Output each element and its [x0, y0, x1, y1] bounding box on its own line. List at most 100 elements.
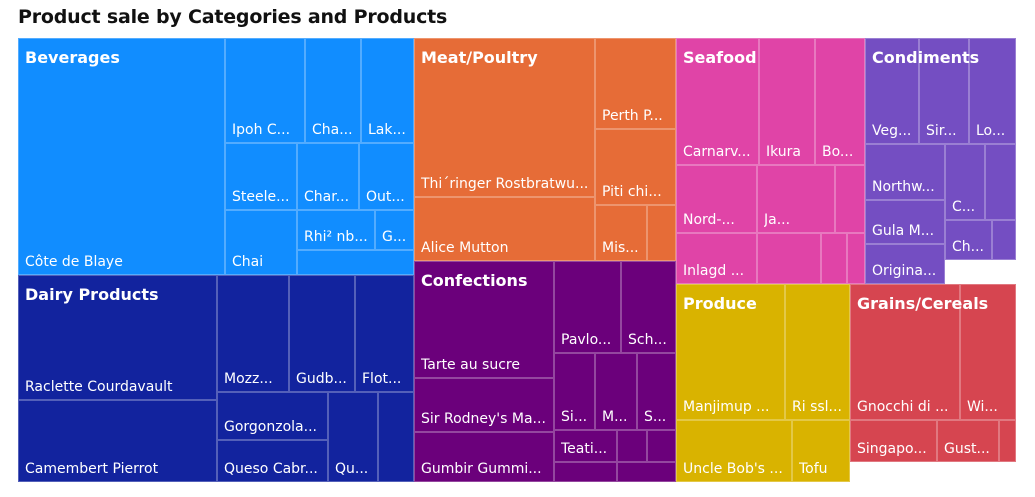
treemap-cell-label: Gust...	[944, 441, 990, 457]
treemap-cell-label: Gnocchi di ...	[857, 399, 949, 415]
treemap-cell-seafood[interactable]: Inlagd ...	[676, 233, 757, 284]
treemap-cell-dairy-products[interactable]: Flot...	[355, 275, 414, 392]
treemap-cell-confections[interactable]: Si...	[554, 353, 595, 430]
treemap-cell-condiments[interactable]: C...	[945, 144, 985, 220]
treemap-cell-label: Ri ssl...	[792, 399, 842, 415]
treemap-cell-condiments[interactable]: Lo...	[969, 38, 1016, 144]
treemap-cell-dairy-products[interactable]: Mozz...	[217, 275, 289, 392]
treemap-cell-meat-poultry[interactable]	[647, 205, 676, 261]
treemap-cell-seafood[interactable]	[821, 233, 847, 284]
treemap-cell-beverages[interactable]	[297, 250, 414, 275]
treemap-cell-beverages[interactable]: G...	[375, 210, 414, 250]
treemap-cell-grains-cereals[interactable]: Wi...	[960, 284, 1016, 420]
treemap-cell-seafood[interactable]: Nord-...	[676, 165, 757, 233]
treemap-cell-label: Tarte au sucre	[421, 357, 520, 373]
treemap-cell-dairy-products[interactable]: Gorgonzola...	[217, 392, 328, 440]
treemap-cell-label: Sir...	[926, 123, 957, 139]
treemap-cell-meat-poultry[interactable]: Perth P...	[595, 38, 676, 129]
treemap-cell-label: Piti chi...	[602, 184, 662, 200]
treemap-cell-meat-poultry[interactable]: Piti chi...	[595, 129, 676, 205]
treemap-cell-label: Inlagd ...	[683, 263, 745, 279]
treemap-cell-label: Sir Rodney's Ma...	[421, 411, 546, 427]
treemap-cell-dairy-products[interactable]: Camembert Pierrot	[18, 400, 217, 482]
treemap-cell-seafood[interactable]	[847, 233, 865, 284]
treemap-cell-confections[interactable]	[617, 462, 676, 482]
treemap-cell-label: Queso Cabr...	[224, 461, 318, 477]
treemap-cell-confections[interactable]	[647, 430, 676, 462]
treemap-cell-meat-poultry[interactable]: Thi´ringer Rostbratwu...	[414, 38, 595, 197]
treemap-cell-meat-poultry[interactable]: Alice Mutton	[414, 197, 595, 261]
treemap-cell-confections[interactable]: Pavlo...	[554, 261, 621, 353]
treemap-cell-label: Ikura	[766, 144, 802, 160]
treemap-cell-produce[interactable]: Ri ssl...	[785, 284, 850, 420]
treemap-cell-label: C...	[952, 199, 976, 215]
treemap-cell-condiments[interactable]: Gula M...	[865, 200, 945, 244]
treemap-cell-beverages[interactable]: Côte de Blaye	[18, 38, 225, 275]
treemap-cell-label: Tofu	[799, 461, 828, 477]
treemap-cell-confections[interactable]: M...	[595, 353, 637, 430]
treemap-cell-label: Carnarv...	[683, 144, 751, 160]
treemap-cell-label: S...	[644, 409, 667, 425]
treemap-cell-label: Wi...	[967, 399, 998, 415]
treemap-cell-condiments[interactable]	[992, 220, 1016, 260]
treemap-cell-beverages[interactable]: Rhi² nb...	[297, 210, 375, 250]
treemap-cell-dairy-products[interactable]	[378, 392, 414, 482]
treemap-cell-beverages[interactable]: Lak...	[361, 38, 414, 143]
treemap-cell-meat-poultry[interactable]: Mis...	[595, 205, 647, 261]
treemap-cell-confections[interactable]: Sir Rodney's Ma...	[414, 378, 554, 432]
treemap-cell-grains-cereals[interactable]	[999, 420, 1016, 462]
treemap-cell-label: Uncle Bob's ...	[683, 461, 783, 477]
treemap-cell-produce[interactable]: Uncle Bob's ...	[676, 420, 792, 482]
treemap-cell-label: Steele...	[232, 189, 290, 205]
treemap-cell-grains-cereals[interactable]: Singapo...	[850, 420, 937, 462]
treemap-cell-beverages[interactable]: Out...	[359, 143, 414, 210]
treemap-cell-confections[interactable]: S...	[637, 353, 676, 430]
treemap-cell-label: Thi´ringer Rostbratwu...	[421, 176, 589, 192]
treemap-cell-condiments[interactable]: Sir...	[919, 38, 969, 144]
treemap-cell-dairy-products[interactable]: Queso Cabr...	[217, 440, 328, 482]
treemap-cell-grains-cereals[interactable]: Gnocchi di ...	[850, 284, 960, 420]
treemap-cell-label: Mis...	[602, 240, 639, 256]
treemap-cell-dairy-products[interactable]: Gudb...	[289, 275, 355, 392]
treemap-cell-label: Origina...	[872, 263, 937, 279]
treemap-cell-beverages[interactable]: Ipoh C...	[225, 38, 305, 143]
treemap-cell-label: Camembert Pierrot	[25, 461, 159, 477]
treemap-cell-seafood[interactable]: Bo...	[815, 38, 865, 165]
treemap-cell-produce[interactable]: Tofu	[792, 420, 850, 482]
treemap-cell-beverages[interactable]: Cha...	[305, 38, 361, 143]
treemap-cell-label: Ch...	[952, 239, 984, 255]
treemap-cell-beverages[interactable]: Chai	[225, 210, 297, 275]
treemap-cell-seafood[interactable]: Ja...	[757, 165, 835, 233]
treemap-cell-produce[interactable]: Manjimup ...	[676, 284, 785, 420]
treemap-cell-label: Qu...	[335, 461, 369, 477]
chart-title: Product sale by Categories and Products	[18, 6, 448, 28]
treemap-cell-condiments[interactable]: Northw...	[865, 144, 945, 200]
treemap-cell-label: Out...	[366, 189, 405, 205]
treemap-cell-confections[interactable]	[617, 430, 647, 462]
treemap-cell-confections[interactable]: Teati...	[554, 430, 617, 462]
treemap-cell-grains-cereals[interactable]: Gust...	[937, 420, 999, 462]
treemap-cell-dairy-products[interactable]: Qu...	[328, 392, 378, 482]
treemap-cell-seafood[interactable]: Carnarv...	[676, 38, 759, 165]
treemap-cell-confections[interactable]: Tarte au sucre	[414, 261, 554, 378]
treemap-cell-label: Lo...	[976, 123, 1006, 139]
treemap-cell-confections[interactable]: Gumbir Gummi...	[414, 432, 554, 482]
treemap-cell-dairy-products[interactable]: Raclette Courdavault	[18, 275, 217, 400]
treemap-cell-confections[interactable]	[554, 462, 617, 482]
treemap-cell-seafood[interactable]: Ikura	[759, 38, 815, 165]
treemap-cell-seafood[interactable]	[757, 233, 821, 284]
treemap-cell-label: Singapo...	[857, 441, 927, 457]
treemap-cell-label: Manjimup ...	[683, 399, 770, 415]
treemap-cell-confections[interactable]: Sch...	[621, 261, 676, 353]
treemap-cell-condiments[interactable]	[985, 144, 1016, 220]
treemap-cell-label: Lak...	[368, 122, 406, 138]
treemap-cell-label: Mozz...	[224, 371, 273, 387]
treemap-cell-beverages[interactable]: Steele...	[225, 143, 297, 210]
treemap-cell-condiments[interactable]: Veg...	[865, 38, 919, 144]
treemap-cell-beverages[interactable]: Char...	[297, 143, 359, 210]
treemap-cell-condiments[interactable]: Origina...	[865, 244, 945, 284]
treemap-cell-condiments[interactable]: Ch...	[945, 220, 992, 260]
treemap-cell-seafood[interactable]	[835, 165, 865, 233]
treemap-cell-label: Côte de Blaye	[25, 254, 123, 270]
